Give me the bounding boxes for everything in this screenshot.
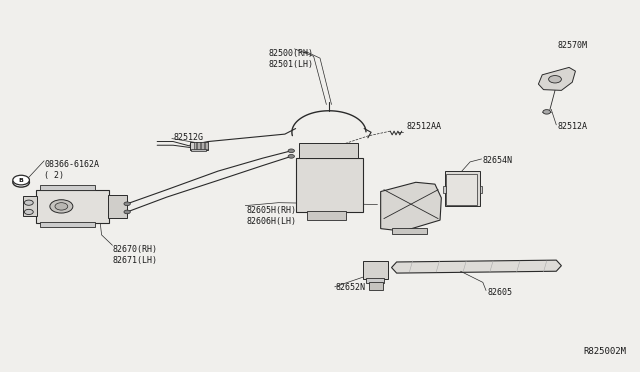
Text: 82605: 82605: [487, 288, 512, 297]
Text: 82512A: 82512A: [557, 122, 588, 131]
Text: R825002M: R825002M: [584, 347, 627, 356]
Bar: [299, 143, 358, 158]
Circle shape: [24, 209, 33, 215]
Bar: [296, 158, 363, 212]
Bar: [445, 171, 479, 206]
Bar: [197, 142, 200, 149]
Text: 82512AA: 82512AA: [406, 122, 441, 131]
Bar: [447, 174, 477, 205]
Text: 82652N: 82652N: [336, 283, 366, 292]
Circle shape: [13, 177, 29, 187]
Bar: [479, 186, 482, 193]
Polygon shape: [538, 67, 575, 90]
Circle shape: [288, 149, 294, 153]
Bar: [36, 190, 109, 223]
Bar: [205, 142, 207, 149]
Bar: [193, 142, 196, 149]
Circle shape: [548, 76, 561, 83]
Circle shape: [55, 203, 68, 210]
Text: 82654N: 82654N: [483, 155, 513, 164]
Text: 82512G: 82512G: [173, 133, 203, 142]
Bar: [40, 185, 95, 190]
Polygon shape: [381, 182, 442, 231]
Text: B: B: [19, 179, 24, 185]
Circle shape: [13, 175, 29, 185]
Circle shape: [24, 200, 33, 205]
Circle shape: [124, 210, 131, 214]
Circle shape: [543, 110, 550, 114]
Polygon shape: [392, 260, 561, 273]
Bar: [201, 142, 204, 149]
Bar: [191, 149, 206, 151]
Bar: [108, 195, 127, 218]
Text: B: B: [19, 177, 24, 183]
Bar: [189, 141, 207, 150]
Circle shape: [124, 202, 131, 206]
Text: 82605H(RH)
82606H(LH): 82605H(RH) 82606H(LH): [246, 206, 296, 226]
Bar: [40, 222, 95, 227]
Text: 82500(RH)
82501(LH): 82500(RH) 82501(LH): [269, 49, 314, 68]
Circle shape: [50, 200, 73, 213]
Bar: [366, 278, 384, 283]
Bar: [307, 211, 346, 220]
Text: 82670(RH)
82671(LH): 82670(RH) 82671(LH): [113, 245, 157, 265]
Bar: [392, 228, 427, 234]
Circle shape: [288, 154, 294, 158]
Text: 08366-6162A
( 2): 08366-6162A ( 2): [44, 160, 99, 180]
Text: 82570M: 82570M: [557, 41, 588, 50]
Bar: [444, 186, 446, 193]
Bar: [23, 196, 37, 217]
Bar: [364, 261, 388, 279]
Bar: [369, 282, 383, 290]
